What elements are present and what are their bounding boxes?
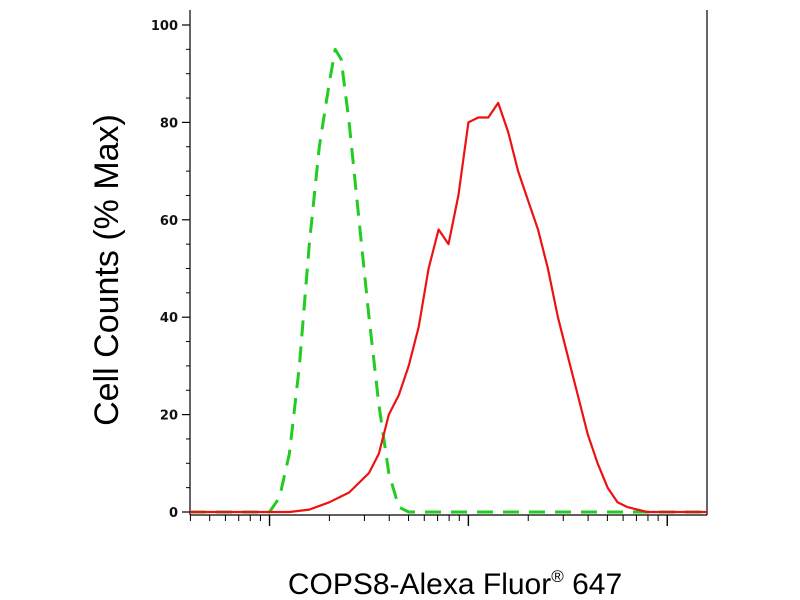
y-tick-label: 0 xyxy=(169,506,178,521)
x-axis-title-main: COPS8-Alexa Fluor xyxy=(288,568,551,600)
y-tick-label: 40 xyxy=(160,311,178,326)
isotype-control-dashed-line xyxy=(190,47,707,514)
x-axis-title: COPS8-Alexa Fluor® 647 xyxy=(288,567,622,600)
sample-histogram-line xyxy=(190,101,707,514)
x-axis-title-suffix: 647 xyxy=(564,568,622,600)
y-tick-label: 60 xyxy=(160,214,178,229)
x-axis-ticks xyxy=(189,515,668,526)
y-axis-ticks: 0 20 40 60 80 100 xyxy=(151,19,190,521)
y-tick-label: 80 xyxy=(160,116,178,131)
y-tick-label: 100 xyxy=(151,19,178,34)
y-axis-title: Cell Counts (% Max) xyxy=(88,114,126,426)
y-tick-label: 20 xyxy=(160,409,178,424)
plot-area xyxy=(189,10,708,516)
series-layer xyxy=(190,47,707,514)
x-axis-title-registered-mark: ® xyxy=(551,567,564,586)
